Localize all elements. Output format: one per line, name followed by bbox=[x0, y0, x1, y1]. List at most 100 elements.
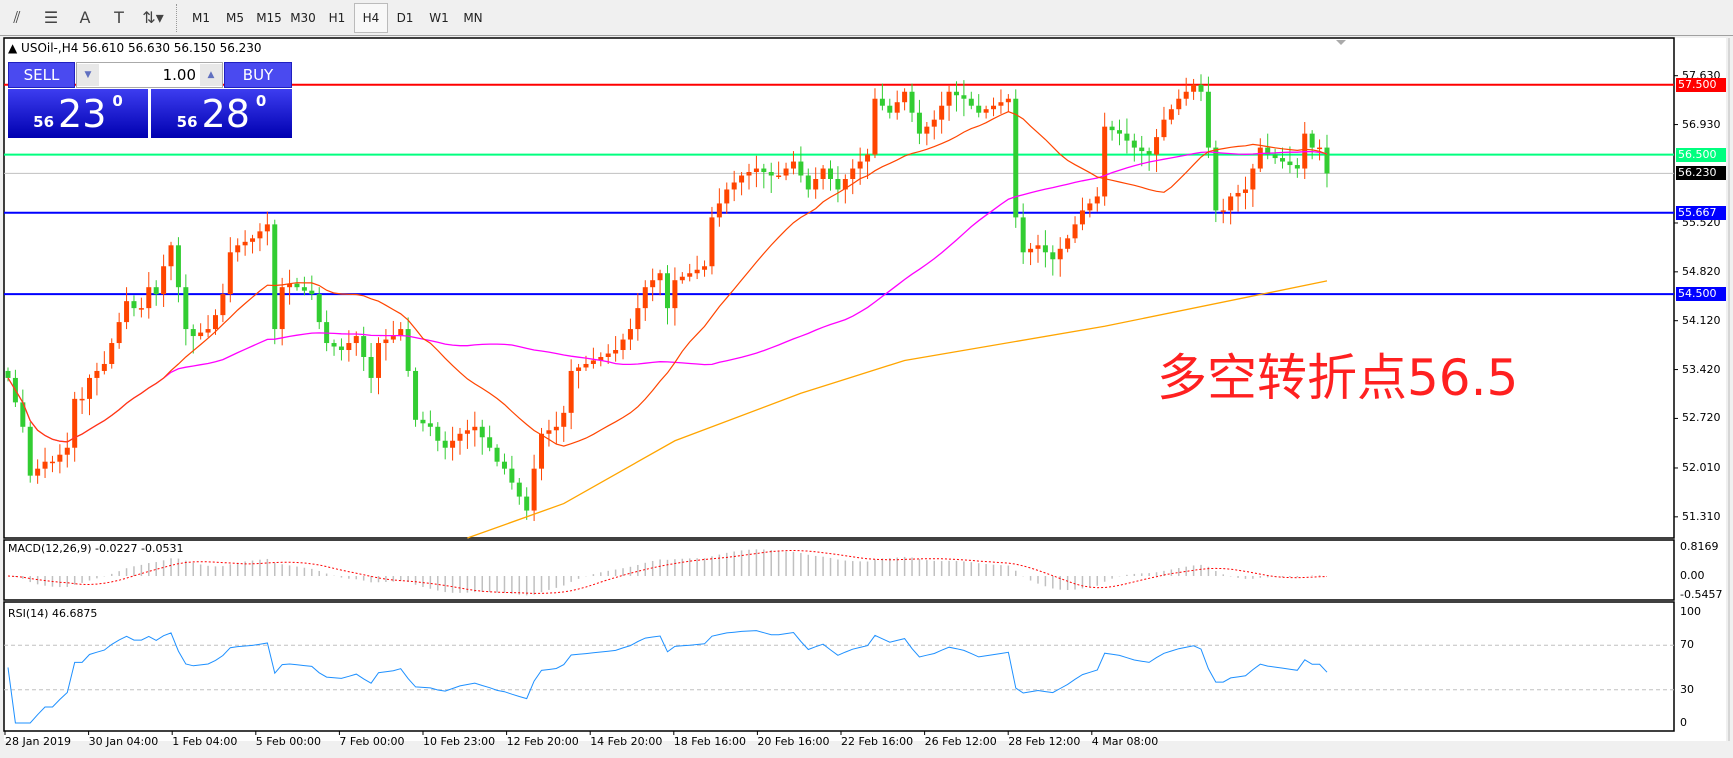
timeframe-m1[interactable]: M1 bbox=[192, 10, 210, 25]
candle-body bbox=[153, 287, 159, 295]
candle-body bbox=[1228, 196, 1234, 211]
candle-body bbox=[1250, 168, 1256, 190]
candle-body bbox=[227, 252, 233, 295]
lot-decrease-button[interactable]: ▼ bbox=[77, 64, 99, 86]
timeframe-h1[interactable]: H1 bbox=[328, 10, 346, 25]
ma-long-line bbox=[467, 280, 1328, 539]
timeframe-d1[interactable]: D1 bbox=[396, 10, 414, 25]
candle-body bbox=[872, 98, 878, 155]
candle-body bbox=[768, 172, 774, 176]
candle-body bbox=[464, 430, 470, 434]
candle-body bbox=[627, 329, 633, 340]
one-click-trading-panel: SELL ▼ 1.00 ▲ BUY 56 23 0 56 28 0 bbox=[8, 62, 292, 138]
candle-body bbox=[1220, 210, 1226, 212]
candle-body bbox=[1139, 147, 1145, 152]
candle-body bbox=[94, 370, 100, 378]
candle-body bbox=[49, 461, 55, 464]
candle-body bbox=[598, 356, 604, 361]
candle-body bbox=[1272, 154, 1278, 159]
candle-body bbox=[205, 329, 211, 333]
candle-body bbox=[998, 102, 1004, 106]
buy-price[interactable]: 56 28 0 bbox=[151, 89, 292, 138]
timeframe-m30[interactable]: M30 bbox=[290, 10, 316, 25]
buy-price-fraction: 0 bbox=[255, 92, 267, 110]
price-level-label: 56.230 bbox=[1676, 166, 1726, 181]
candle-body bbox=[561, 412, 567, 427]
timeframe-w1[interactable]: W1 bbox=[429, 10, 449, 25]
x-tick-label: 12 Feb 20:00 bbox=[506, 735, 579, 748]
candle-body bbox=[931, 119, 937, 127]
price-level-label: 57.500 bbox=[1676, 77, 1726, 92]
candle-body bbox=[398, 329, 404, 337]
macd-tick-label: -0.5457 bbox=[1680, 588, 1723, 602]
candle-body bbox=[576, 367, 582, 371]
candle-body bbox=[650, 280, 656, 288]
candle-body bbox=[346, 343, 352, 351]
candle-body bbox=[539, 433, 545, 469]
candle-body bbox=[509, 468, 515, 483]
timeframe-mn[interactable]: MN bbox=[463, 10, 483, 25]
candle-body bbox=[257, 231, 263, 239]
x-tick-label: 30 Jan 04:00 bbox=[88, 735, 159, 748]
lot-increase-button[interactable]: ▲ bbox=[200, 64, 222, 86]
candle-body bbox=[664, 273, 670, 309]
timeframe-m5[interactable]: M5 bbox=[226, 10, 244, 25]
candle-body bbox=[1087, 203, 1093, 211]
sell-button[interactable]: SELL bbox=[8, 62, 75, 88]
fibonacci-expansion-icon[interactable]: ⫽ bbox=[13, 7, 21, 27]
macd-tick-label: 0.8169 bbox=[1680, 540, 1719, 553]
candle-body bbox=[828, 168, 834, 180]
candle-body bbox=[368, 356, 374, 378]
lot-size-input[interactable]: 1.00 bbox=[162, 66, 196, 84]
rsi-tick-label: 30 bbox=[1680, 682, 1694, 696]
candle-body bbox=[87, 377, 93, 399]
sell-price[interactable]: 56 23 0 bbox=[8, 89, 148, 138]
rsi-label: RSI(14) 46.6875 bbox=[8, 607, 98, 620]
candle-body bbox=[64, 447, 70, 455]
chart-annotation: 多空转折点56.5 bbox=[1157, 349, 1519, 407]
candle-body bbox=[1131, 140, 1137, 148]
candle-body bbox=[190, 329, 196, 337]
candle-body bbox=[1191, 84, 1197, 92]
fibonacci-fan-icon[interactable]: ☰ bbox=[43, 8, 59, 27]
candle-body bbox=[813, 179, 819, 190]
candle-body bbox=[976, 105, 982, 113]
buy-price-main: 28 bbox=[201, 92, 250, 136]
timeframe-m15[interactable]: M15 bbox=[256, 10, 282, 25]
y-tick-label: 52.720 bbox=[1682, 411, 1721, 425]
arrows-dropdown-icon[interactable]: ⇅▾ bbox=[142, 8, 164, 27]
candle-body bbox=[894, 102, 900, 113]
candle-body bbox=[1109, 126, 1115, 131]
candle-body bbox=[272, 224, 278, 330]
candle-body bbox=[1094, 196, 1100, 204]
candle-body bbox=[501, 461, 507, 469]
candle-body bbox=[294, 283, 300, 288]
candle-body bbox=[835, 179, 841, 190]
timeframe-h4[interactable]: H4 bbox=[354, 2, 388, 33]
candle-body bbox=[250, 238, 256, 242]
candle-body bbox=[946, 91, 952, 106]
candle-body bbox=[902, 91, 908, 103]
candle-body bbox=[1072, 224, 1078, 239]
candle-body bbox=[1042, 245, 1048, 253]
candle-body bbox=[679, 276, 685, 281]
lot-size-field: ▼ 1.00 ▲ bbox=[76, 62, 223, 88]
candle-body bbox=[494, 447, 500, 462]
macd-panel-frame bbox=[3, 539, 1675, 601]
candle-body bbox=[842, 179, 848, 190]
buy-button[interactable]: BUY bbox=[224, 62, 292, 88]
candle-body bbox=[168, 245, 174, 267]
text-label-icon[interactable]: T bbox=[114, 8, 124, 27]
candle-body bbox=[479, 426, 485, 438]
candle-body bbox=[472, 426, 478, 431]
text-icon[interactable]: A bbox=[79, 8, 91, 27]
candle-body bbox=[242, 241, 248, 246]
candle-body bbox=[939, 105, 945, 120]
candle-body bbox=[35, 468, 41, 476]
candle-body bbox=[1205, 91, 1211, 148]
candle-body bbox=[316, 294, 322, 323]
candle-body bbox=[1005, 98, 1011, 103]
y-tick-label: 56.930 bbox=[1682, 117, 1721, 131]
candle-body bbox=[212, 315, 218, 330]
